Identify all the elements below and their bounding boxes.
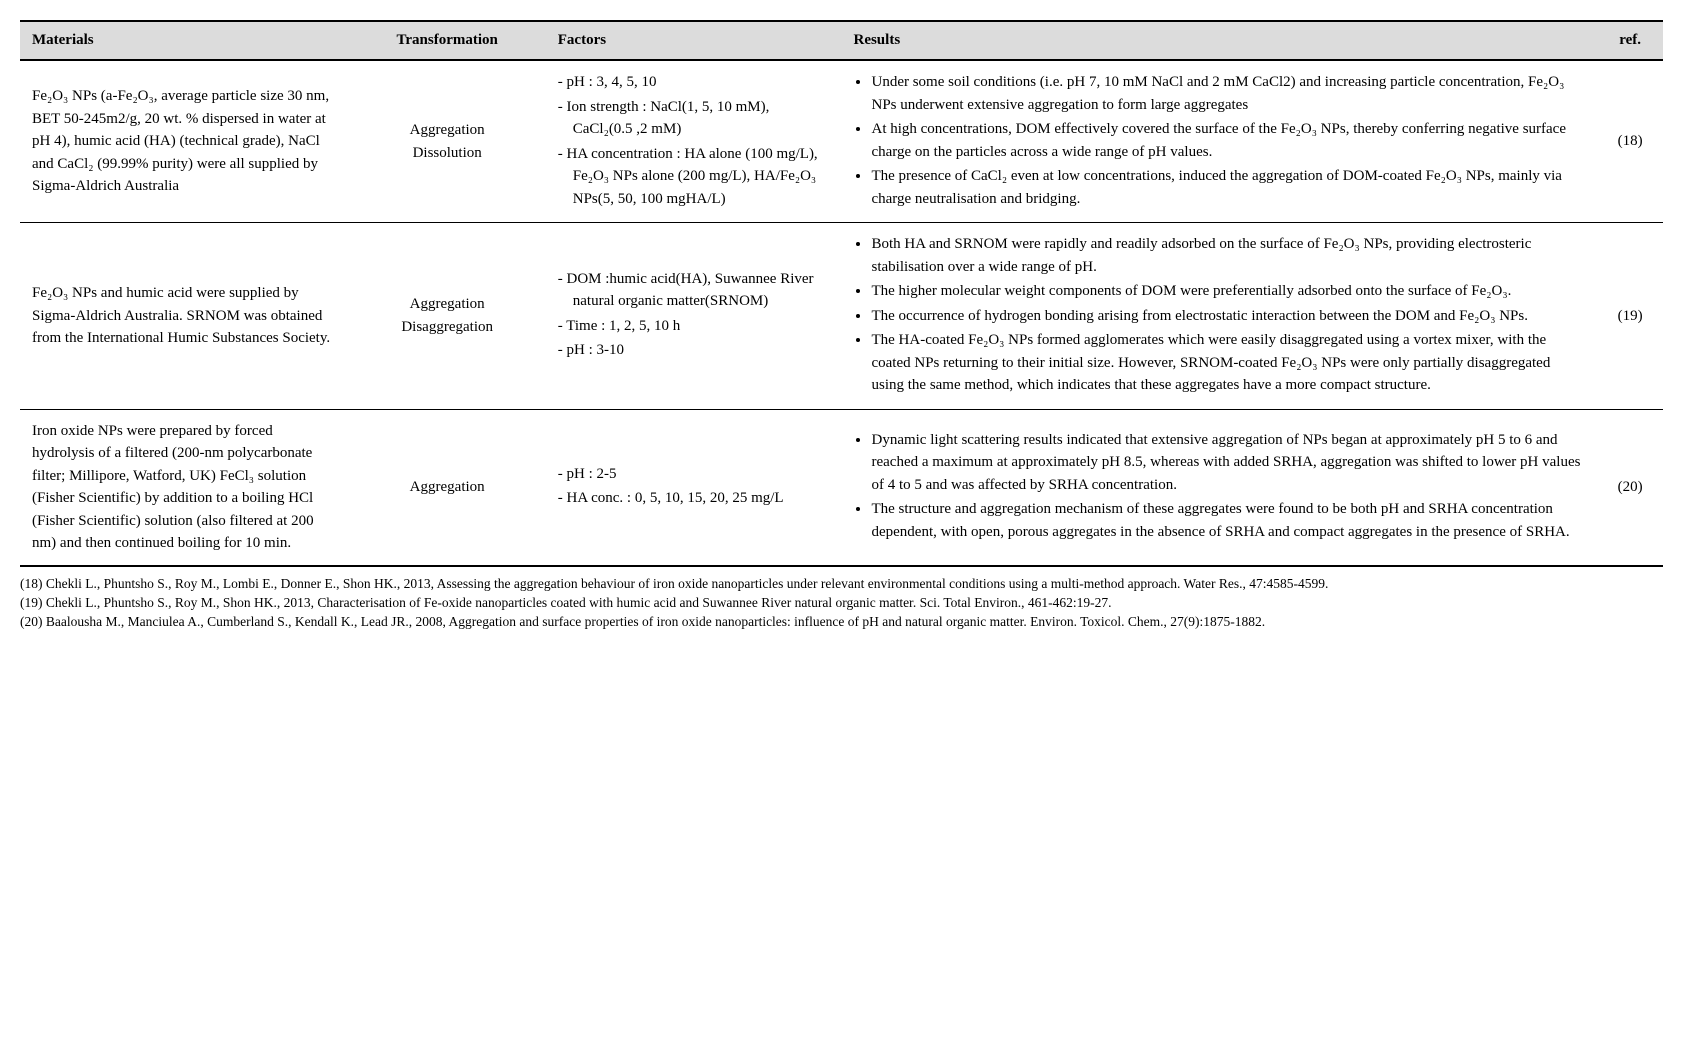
result-item: At high concentrations, DOM effectively … xyxy=(871,118,1585,163)
factors-cell: - DOM :humic acid(HA), Suwannee River na… xyxy=(546,223,842,410)
reference-line: (19) Chekli L., Phuntsho S., Roy M., Sho… xyxy=(20,594,1663,612)
header-ref: ref. xyxy=(1597,21,1663,60)
results-cell: Under some soil conditions (i.e. pH 7, 1… xyxy=(841,60,1597,223)
transformation-cell: AggregationDisaggregation xyxy=(349,223,546,410)
header-materials: Materials xyxy=(20,21,349,60)
factor-item: - HA conc. : 0, 5, 10, 15, 20, 25 mg/L xyxy=(558,487,830,510)
factors-cell: - pH : 2-5- HA conc. : 0, 5, 10, 15, 20,… xyxy=(546,409,842,566)
factor-item: - Time : 1, 2, 5, 10 h xyxy=(558,315,830,338)
factor-item: - pH : 3-10 xyxy=(558,339,830,362)
result-item: Both HA and SRNOM were rapidly and readi… xyxy=(871,233,1585,278)
header-transformation: Transformation xyxy=(349,21,546,60)
results-cell: Dynamic light scattering results indicat… xyxy=(841,409,1597,566)
factor-item: - pH : 3, 4, 5, 10 xyxy=(558,71,830,94)
results-cell: Both HA and SRNOM were rapidly and readi… xyxy=(841,223,1597,410)
table-row: Fe₂O₃ NPs and humic acid were supplied b… xyxy=(20,223,1663,410)
transformation-cell: AggregationDissolution xyxy=(349,60,546,223)
result-item: The occurrence of hydrogen bonding arisi… xyxy=(871,305,1585,328)
factors-cell: - pH : 3, 4, 5, 10- Ion strength : NaCl(… xyxy=(546,60,842,223)
table-row: Fe₂O₃ NPs (a-Fe₂O₃, average particle siz… xyxy=(20,60,1663,223)
reference-line: (20) Baalousha M., Manciulea A., Cumberl… xyxy=(20,613,1663,631)
materials-cell: Fe₂O₃ NPs and humic acid were supplied b… xyxy=(20,223,349,410)
factor-item: - pH : 2-5 xyxy=(558,463,830,486)
transformation-cell: Aggregation xyxy=(349,409,546,566)
materials-cell: Iron oxide NPs were prepared by forced h… xyxy=(20,409,349,566)
materials-cell: Fe₂O₃ NPs (a-Fe₂O₃, average particle siz… xyxy=(20,60,349,223)
result-item: The presence of CaCl₂ even at low concen… xyxy=(871,165,1585,210)
factor-item: - Ion strength : NaCl(1, 5, 10 mM), CaCl… xyxy=(558,96,830,141)
header-results: Results xyxy=(841,21,1597,60)
result-item: Dynamic light scattering results indicat… xyxy=(871,429,1585,497)
ref-cell: (19) xyxy=(1597,223,1663,410)
reference-line: (18) Chekli L., Phuntsho S., Roy M., Lom… xyxy=(20,575,1663,593)
ref-cell: (18) xyxy=(1597,60,1663,223)
result-item: The higher molecular weight components o… xyxy=(871,280,1585,303)
result-item: The HA-coated Fe₂O₃ NPs formed agglomera… xyxy=(871,329,1585,397)
factor-item: - HA concentration : HA alone (100 mg/L)… xyxy=(558,143,830,211)
header-row: Materials Transformation Factors Results… xyxy=(20,21,1663,60)
references-block: (18) Chekli L., Phuntsho S., Roy M., Lom… xyxy=(20,575,1663,632)
ref-cell: (20) xyxy=(1597,409,1663,566)
factor-item: - DOM :humic acid(HA), Suwannee River na… xyxy=(558,268,830,313)
result-item: Under some soil conditions (i.e. pH 7, 1… xyxy=(871,71,1585,116)
header-factors: Factors xyxy=(546,21,842,60)
result-item: The structure and aggregation mechanism … xyxy=(871,498,1585,543)
table-body: Fe₂O₃ NPs (a-Fe₂O₃, average particle siz… xyxy=(20,60,1663,566)
table-row: Iron oxide NPs were prepared by forced h… xyxy=(20,409,1663,566)
main-table: Materials Transformation Factors Results… xyxy=(20,20,1663,567)
